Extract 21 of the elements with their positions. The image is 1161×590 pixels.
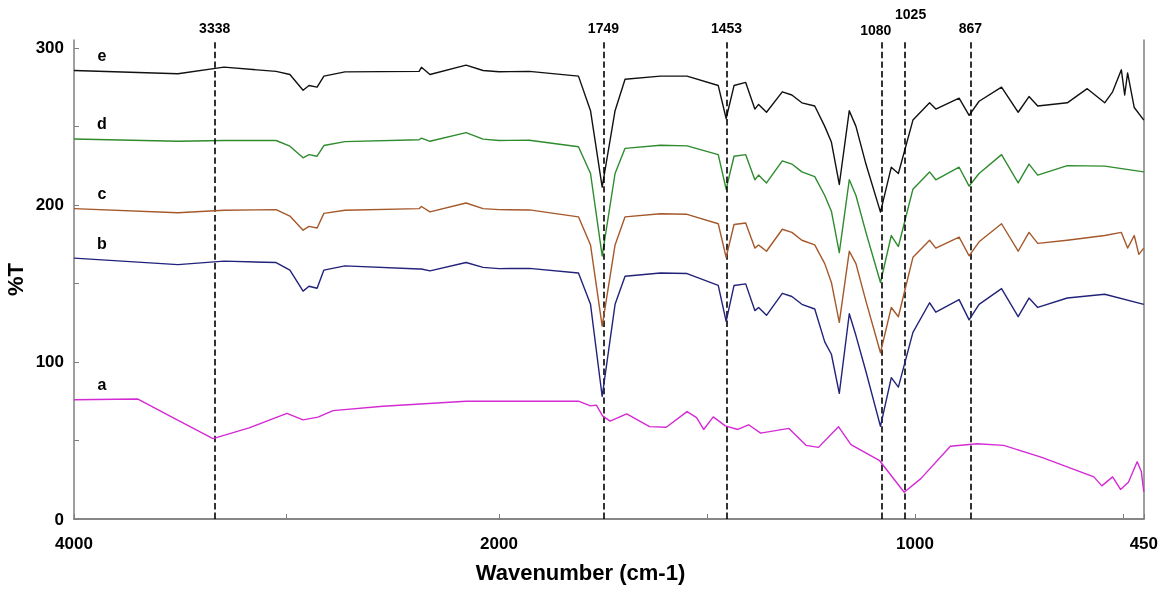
series-label: c [97, 185, 107, 203]
ref-line-label: 3338 [199, 20, 231, 36]
x-tick-label: 4000 [55, 534, 93, 553]
x-tick-label: 450 [1129, 534, 1159, 553]
series-label: a [97, 376, 107, 394]
x-tick-label: 2000 [480, 534, 518, 553]
x-tick-label: 1000 [896, 534, 934, 553]
series-label: e [97, 46, 107, 64]
y-tick-label: 100 [35, 352, 64, 372]
ref-line-label: 1025 [895, 6, 927, 22]
ref-line-label: 867 [958, 20, 983, 36]
series-label: b [97, 234, 108, 252]
ref-line-label: 1453 [710, 20, 743, 36]
x-axis-title: Wavenumber (cm-1) [475, 559, 686, 585]
series-label: d [97, 115, 107, 133]
y-axis-title: %T [2, 262, 28, 296]
y-tick-label: 200 [35, 195, 64, 215]
ref-line-label: 1080 [860, 22, 892, 38]
ref-line-label: 1749 [587, 20, 620, 36]
y-tick-label: 0 [54, 509, 64, 529]
y-tick-label: 300 [35, 38, 64, 58]
